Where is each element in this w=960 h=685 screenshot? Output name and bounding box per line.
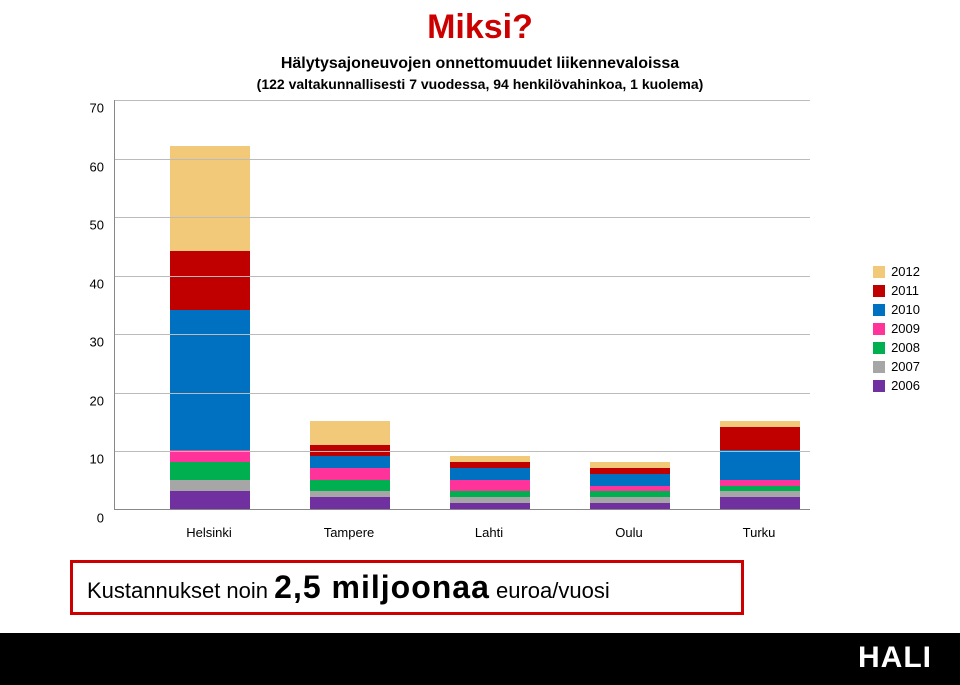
gridline <box>115 276 810 277</box>
y-tick: 50 <box>90 218 104 233</box>
seg-2011 <box>170 251 250 310</box>
legend-row-2007: 2007 <box>873 359 920 374</box>
seg-2008 <box>720 486 800 492</box>
legend-swatch <box>873 342 885 354</box>
seg-2010 <box>720 450 800 479</box>
legend: 2012 2011 2010 2009 2008 2007 2006 <box>873 260 920 397</box>
gridline <box>115 334 810 335</box>
cost-callout: Kustannukset noin 2,5 miljoonaa euroa/vu… <box>70 560 744 615</box>
legend-swatch <box>873 266 885 278</box>
legend-label: 2010 <box>891 302 920 317</box>
subtitle-line2: (122 valtakunnallisesti 7 vuodessa, 94 h… <box>0 75 960 93</box>
y-tick: 20 <box>90 393 104 408</box>
seg-2012 <box>590 462 670 468</box>
y-tick: 0 <box>97 511 104 526</box>
seg-2012 <box>450 456 530 462</box>
seg-2007 <box>450 497 530 503</box>
seg-2006 <box>310 497 390 509</box>
plot-area <box>114 100 810 510</box>
callout-big: 2,5 miljoonaa <box>274 569 490 605</box>
x-label: Tampere <box>309 525 389 540</box>
seg-2009 <box>310 468 390 480</box>
legend-swatch <box>873 361 885 373</box>
legend-row-2008: 2008 <box>873 340 920 355</box>
seg-2011 <box>720 427 800 450</box>
seg-2009 <box>450 480 530 492</box>
seg-2011 <box>450 462 530 468</box>
seg-2011 <box>590 468 670 474</box>
callout-suffix: euroa/vuosi <box>490 578 610 603</box>
slide-title: Miksi? <box>0 8 960 47</box>
legend-swatch <box>873 380 885 392</box>
seg-2010 <box>170 310 250 451</box>
x-label: Lahti <box>449 525 529 540</box>
seg-2007 <box>590 497 670 503</box>
legend-row-2010: 2010 <box>873 302 920 317</box>
legend-row-2006: 2006 <box>873 378 920 393</box>
seg-2010 <box>450 468 530 480</box>
legend-row-2009: 2009 <box>873 321 920 336</box>
legend-label: 2009 <box>891 321 920 336</box>
seg-2009 <box>590 486 670 492</box>
bar-chart: 0 10 20 30 40 50 60 70 Helsinki Tampere Lahti Oulu… <box>70 100 810 540</box>
seg-2008 <box>450 491 530 497</box>
seg-2006 <box>590 503 670 509</box>
seg-2007 <box>310 491 390 497</box>
footer-bar: HALI <box>0 633 960 685</box>
legend-swatch <box>873 285 885 297</box>
y-tick: 60 <box>90 159 104 174</box>
y-tick: 70 <box>90 101 104 116</box>
seg-2012 <box>310 421 390 444</box>
x-label: Oulu <box>589 525 669 540</box>
y-tick: 40 <box>90 276 104 291</box>
seg-2010 <box>590 474 670 486</box>
gridline <box>115 217 810 218</box>
legend-row-2012: 2012 <box>873 264 920 279</box>
legend-label: 2007 <box>891 359 920 374</box>
seg-2006 <box>170 491 250 509</box>
callout-prefix: Kustannukset noin <box>87 578 274 603</box>
seg-2008 <box>590 491 670 497</box>
seg-2006 <box>720 497 800 509</box>
legend-label: 2012 <box>891 264 920 279</box>
seg-2009 <box>720 480 800 486</box>
gridline <box>115 100 810 101</box>
legend-label: 2006 <box>891 378 920 393</box>
seg-2007 <box>720 491 800 497</box>
legend-row-2011: 2011 <box>873 283 920 298</box>
seg-2007 <box>170 480 250 492</box>
seg-2008 <box>310 480 390 492</box>
x-axis-labels: Helsinki Tampere Lahti Oulu Turku <box>114 514 810 540</box>
y-axis: 010203040506070 <box>70 100 110 510</box>
legend-swatch <box>873 304 885 316</box>
bars-layer <box>115 100 810 509</box>
logo-text: HALI <box>858 641 932 675</box>
legend-swatch <box>873 323 885 335</box>
legend-label: 2008 <box>891 340 920 355</box>
gridline <box>115 159 810 160</box>
x-label: Turku <box>719 525 799 540</box>
gridline <box>115 451 810 452</box>
subtitle-line1: Hälytysajoneuvojen onnettomuudet liikenn… <box>0 54 960 75</box>
seg-2012 <box>720 421 800 427</box>
seg-2006 <box>450 503 530 509</box>
seg-2008 <box>170 462 250 480</box>
gridline <box>115 393 810 394</box>
chart-subtitle: Hälytysajoneuvojen onnettomuudet liikenn… <box>0 54 960 93</box>
y-tick: 10 <box>90 452 104 467</box>
x-label: Helsinki <box>169 525 249 540</box>
seg-2010 <box>310 456 390 468</box>
y-tick: 30 <box>90 335 104 350</box>
seg-2012 <box>170 146 250 251</box>
legend-label: 2011 <box>891 283 919 298</box>
